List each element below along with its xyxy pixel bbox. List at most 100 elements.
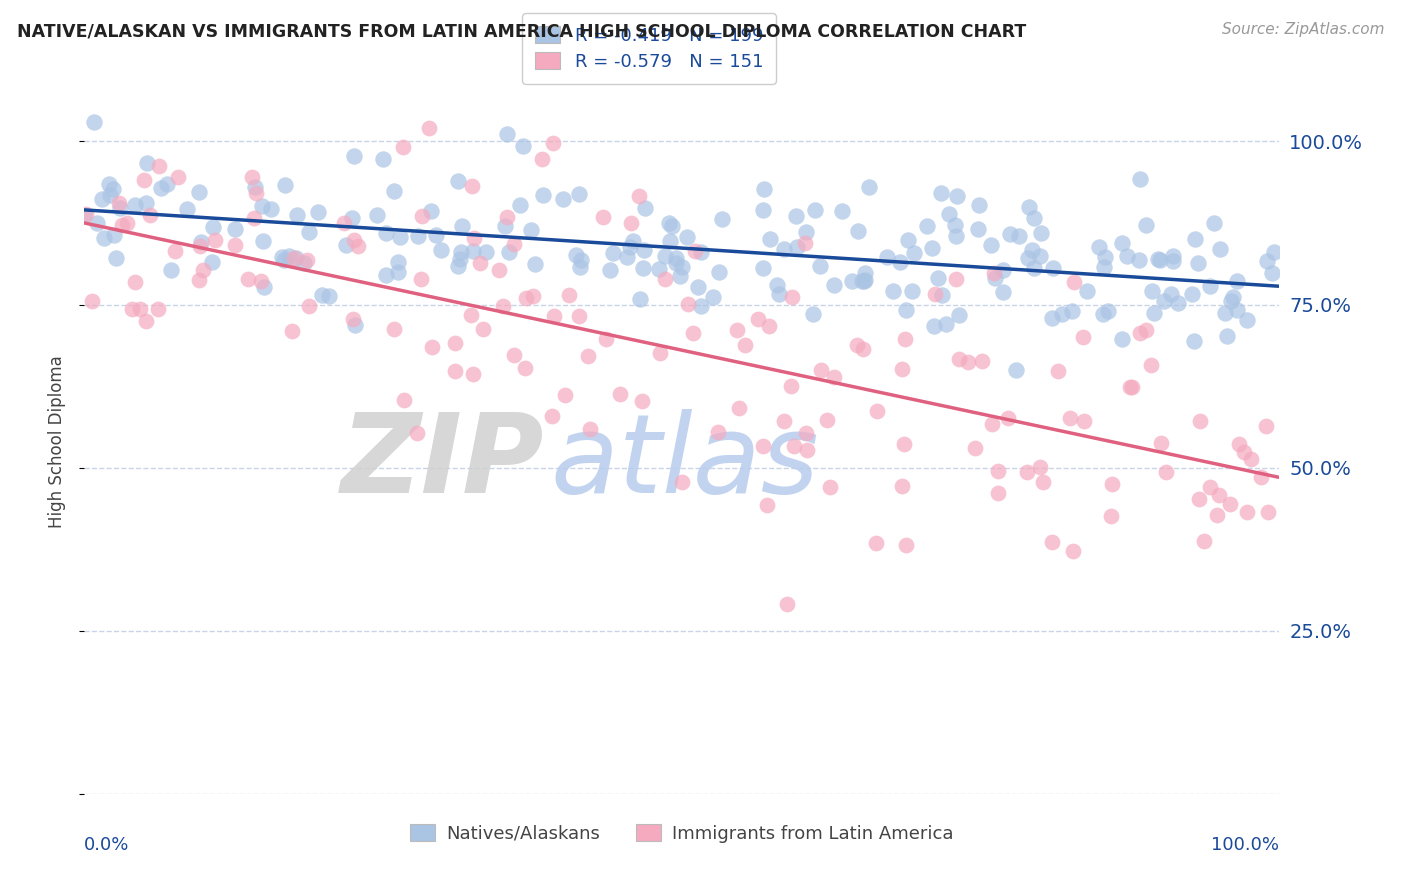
Point (1046, 364, 1069, 378)
Point (981, 417, 1004, 432)
Point (1167, 296, 1189, 310)
Point (846, 224, 869, 238)
Point (1143, 305, 1166, 319)
Point (831, 204, 853, 219)
Point (524, 257, 547, 271)
Point (917, 219, 939, 233)
Point (602, 246, 624, 260)
Point (710, 211, 733, 226)
Point (159, 262, 181, 277)
Point (620, 216, 643, 230)
Point (846, 338, 869, 352)
Point (647, 262, 669, 277)
Point (1150, 435, 1173, 450)
Y-axis label: High School Diploma: High School Diploma (48, 355, 66, 528)
Point (631, 394, 654, 409)
Point (658, 234, 681, 248)
Point (759, 232, 782, 246)
Point (1092, 260, 1115, 275)
Point (1236, 506, 1258, 520)
Point (1160, 287, 1182, 301)
Point (889, 254, 911, 268)
Point (1226, 274, 1249, 288)
Point (318, 289, 340, 303)
Point (86, 216, 108, 230)
Point (616, 250, 638, 264)
Point (654, 249, 676, 263)
Point (894, 302, 917, 317)
Point (772, 242, 794, 256)
Point (1192, 533, 1215, 548)
Text: Source: ZipAtlas.com: Source: ZipAtlas.com (1222, 22, 1385, 37)
Point (283, 251, 305, 265)
Point (969, 198, 991, 212)
Point (1208, 242, 1230, 256)
Point (1000, 227, 1022, 241)
Point (443, 364, 465, 378)
Point (252, 199, 274, 213)
Point (987, 464, 1010, 478)
Point (725, 323, 748, 337)
Point (752, 182, 775, 196)
Point (101, 182, 124, 196)
Point (1022, 260, 1045, 275)
Point (852, 342, 875, 356)
Point (794, 425, 817, 440)
Point (115, 216, 138, 230)
Point (75, 207, 97, 221)
Point (371, 152, 394, 166)
Point (855, 266, 877, 280)
Point (80, 293, 103, 308)
Point (530, 152, 553, 166)
Point (201, 220, 224, 235)
Point (382, 322, 405, 336)
Point (375, 226, 398, 240)
Point (592, 210, 614, 224)
Point (366, 208, 388, 222)
Point (1128, 253, 1150, 268)
Point (375, 268, 398, 282)
Point (238, 271, 260, 285)
Point (1219, 497, 1241, 511)
Point (1062, 543, 1084, 558)
Point (1111, 332, 1133, 346)
Point (124, 276, 146, 290)
Text: NATIVE/ALASKAN VS IMMIGRANTS FROM LATIN AMERICA HIGH SCHOOL DIPLOMA CORRELATION : NATIVE/ALASKAN VS IMMIGRANTS FROM LATIN … (17, 22, 1026, 40)
Point (901, 284, 924, 298)
Point (851, 274, 873, 288)
Point (682, 326, 704, 340)
Point (83, 115, 105, 129)
Point (340, 211, 363, 226)
Point (450, 244, 472, 259)
Point (658, 216, 681, 230)
Point (190, 235, 212, 250)
Point (728, 401, 751, 415)
Point (1111, 235, 1133, 250)
Point (387, 255, 409, 269)
Point (1076, 284, 1098, 298)
Point (865, 536, 887, 550)
Point (156, 177, 179, 191)
Point (496, 127, 519, 141)
Point (503, 348, 526, 362)
Point (111, 218, 134, 232)
Point (242, 169, 264, 184)
Point (935, 317, 957, 331)
Point (463, 244, 485, 259)
Point (579, 422, 602, 436)
Point (803, 202, 825, 217)
Point (1161, 253, 1184, 268)
Point (671, 475, 693, 490)
Point (447, 259, 470, 273)
Point (709, 265, 731, 279)
Point (135, 314, 157, 328)
Point (595, 331, 617, 345)
Point (894, 332, 917, 346)
Point (1101, 476, 1123, 491)
Point (553, 193, 575, 207)
Point (945, 271, 967, 285)
Point (245, 186, 267, 201)
Point (1182, 334, 1205, 349)
Point (786, 240, 808, 254)
Point (796, 442, 818, 457)
